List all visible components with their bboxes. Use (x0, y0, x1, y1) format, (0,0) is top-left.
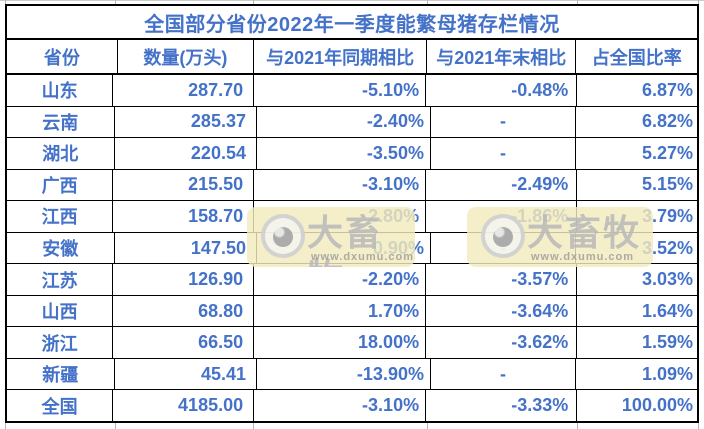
cell-province: 山西 (7, 295, 114, 327)
cell-national-share: 3.52% (641, 237, 693, 258)
gridline-stub (698, 0, 699, 4)
cell-province: 江苏 (7, 264, 114, 295)
cell-quantity: 68.80 (113, 295, 255, 327)
cell-province: 云南 (7, 106, 115, 138)
table-header-row: 省份 数量(万头) 与2021年同期相比 与2021年末相比 占全国比率 (7, 40, 697, 75)
cell-national-share: 1.09% (641, 363, 693, 384)
cell-yoy-change: -2.40% (257, 106, 431, 138)
gridline-stub (427, 423, 428, 429)
gridline-stub (253, 0, 254, 4)
gridline-stub (427, 0, 428, 4)
cell-vs-yearend-change: - (431, 106, 576, 138)
cell-yoy-change: -3.50% (257, 138, 431, 169)
cell-yoy-change: 1.70% (254, 295, 427, 327)
cell-quantity: 126.90 (113, 264, 255, 295)
column-header-0: 省份 (7, 40, 118, 73)
top-gridline (0, 0, 704, 1)
cell-national-share: 100.00% (621, 395, 693, 416)
cell-national-share: 3.03% (641, 269, 693, 290)
column-header-1: 数量(万头) (118, 40, 255, 73)
table-row: 广西 215.50 -3.10% -2.49% 5.15% (7, 169, 697, 202)
gridline-stub (577, 423, 578, 429)
watermark-eye-icon (493, 227, 513, 247)
cell-yoy-change: -3.10% (254, 390, 427, 422)
cell-yoy-change: 18.00% (254, 327, 427, 358)
cell-province: 山东 (7, 75, 114, 106)
cell-national-share: 1.59% (641, 332, 693, 353)
watermark-url: www.dxumu.com (531, 251, 635, 263)
cell-quantity: 45.41 (115, 358, 257, 390)
watermark-url: www.dxumu.com (311, 251, 415, 263)
cell-yoy-change: -2.20% (254, 264, 427, 295)
cell-province: 全国 (7, 390, 114, 422)
cell-national-share: 6.82% (641, 111, 693, 132)
gridline-stub (5, 423, 6, 429)
cell-province: 安徽 (7, 232, 115, 264)
watermark-eye-icon (273, 227, 293, 247)
gridline-stub (698, 423, 699, 429)
cell-vs-yearend-change: -3.57% (426, 264, 578, 295)
table-row: 全国 4185.00 -3.10% -3.33% 100.00% (7, 390, 697, 422)
cell-national-share: 6.87% (641, 79, 693, 100)
cell-quantity: 66.50 (113, 327, 255, 358)
watermark: 大畜牧 www.dxumu.com (247, 207, 415, 267)
cell-national-share: 3.79% (641, 205, 693, 226)
cell-quantity: 158.70 (113, 201, 255, 232)
gridline-stub (115, 423, 116, 429)
table-row: 新疆 45.41 -13.90% - 1.09% (7, 358, 697, 391)
gridline-stub (5, 0, 6, 4)
cell-province: 浙江 (7, 327, 114, 358)
watermark-logo-icon (481, 214, 525, 258)
cell-province: 广西 (7, 169, 114, 201)
cell-quantity: 285.37 (115, 106, 257, 138)
cell-yoy-change: -3.10% (254, 169, 427, 201)
cell-quantity: 147.50 (115, 232, 257, 264)
column-header-3: 与2021年末相比 (427, 40, 577, 73)
cell-vs-yearend-change: -0.48% (426, 75, 578, 106)
table-row: 山东 287.70 -5.10% -0.48% 6.87% (7, 75, 697, 107)
cell-national-share: 5.15% (641, 174, 693, 195)
column-header-2: 与2021年同期相比 (254, 40, 428, 73)
cell-yoy-change: -5.10% (254, 75, 427, 106)
cell-yoy-change: -13.90% (257, 358, 431, 390)
watermark: 大畜牧 www.dxumu.com (467, 207, 653, 267)
cell-national-share: 5.27% (641, 142, 693, 163)
table-title: 全国部分省份2022年一季度能繁母猪存栏情况 (7, 6, 697, 40)
watermark-brand: 大畜牧 (527, 212, 642, 253)
watermark-logo-icon (261, 214, 305, 258)
gridline-stub (577, 0, 578, 4)
table-row: 江苏 126.90 -2.20% -3.57% 3.03% (7, 264, 697, 296)
column-header-4: 占全国比率 (591, 47, 682, 68)
cell-vs-yearend-change: -3.64% (426, 295, 578, 327)
gridline-stub (115, 0, 116, 4)
cell-quantity: 220.54 (115, 138, 257, 169)
watermark-brand: 大畜牧 (307, 212, 384, 267)
cell-vs-yearend-change: -3.33% (426, 390, 578, 422)
cell-province: 江西 (7, 201, 114, 232)
cell-national-share: 1.64% (641, 300, 693, 321)
table-row: 浙江 66.50 18.00% -3.62% 1.59% (7, 327, 697, 359)
cell-vs-yearend-change: - (431, 138, 576, 169)
table-row: 云南 285.37 -2.40% - 6.82% (7, 106, 697, 139)
gridline-stub (253, 423, 254, 429)
table-row: 湖北 220.54 -3.50% - 5.27% (7, 138, 697, 170)
cell-province: 湖北 (7, 138, 115, 169)
cell-quantity: 287.70 (113, 75, 255, 106)
table-row: 山西 68.80 1.70% -3.64% 1.64% (7, 295, 697, 328)
cell-vs-yearend-change: -3.62% (426, 327, 578, 358)
cell-vs-yearend-change: - (431, 358, 576, 390)
cell-quantity: 4185.00 (113, 390, 255, 422)
cell-quantity: 215.50 (113, 169, 255, 201)
cell-province: 新疆 (7, 358, 115, 390)
cell-vs-yearend-change: -2.49% (426, 169, 578, 201)
